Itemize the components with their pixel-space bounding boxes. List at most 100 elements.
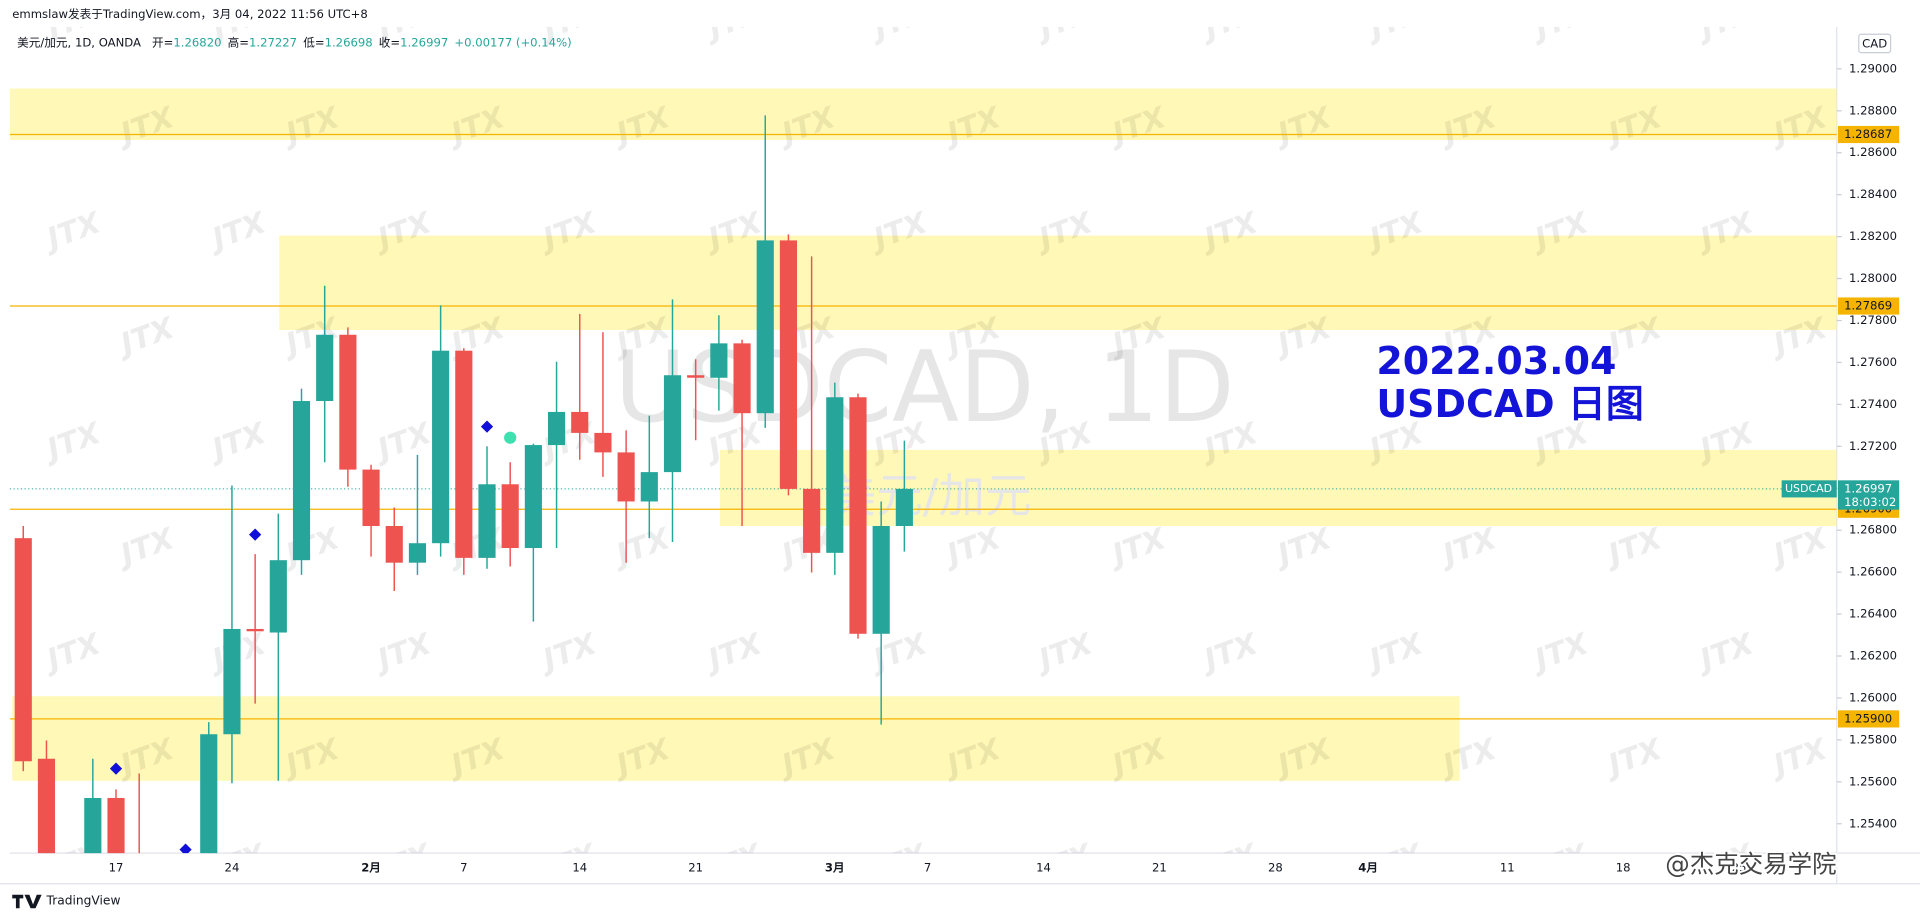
tv-logo — [12, 894, 42, 909]
y-tick-label: 1.29000 — [1849, 61, 1897, 75]
y-tick-label: 1.25800 — [1849, 732, 1897, 746]
candle-body — [710, 343, 728, 378]
candles — [14, 115, 913, 854]
zone — [12, 696, 1460, 781]
y-tick-label: 1.28800 — [1849, 103, 1897, 117]
candle-body — [432, 350, 450, 544]
diamond-marker — [109, 762, 123, 775]
level-label: 1.28687 — [1844, 127, 1892, 141]
currency-box[interactable] — [1858, 33, 1892, 54]
y-tick-label: 1.27400 — [1849, 397, 1897, 411]
candle-body — [37, 758, 56, 854]
y-tick-label: 1.28200 — [1849, 229, 1897, 243]
candle-body — [269, 560, 287, 633]
candle-body — [455, 350, 473, 558]
candle-body — [408, 543, 427, 563]
candle-body — [872, 526, 890, 634]
zone — [9, 88, 1837, 140]
candle-body — [826, 397, 844, 553]
x-tick-label: 11 — [1500, 860, 1515, 874]
legend-item: 1.26698 — [325, 35, 373, 49]
candle-body — [223, 628, 241, 735]
candle-body — [687, 375, 705, 378]
x-tick-label: 28 — [1268, 860, 1283, 874]
level-label-box — [1837, 710, 1900, 728]
candle-body — [246, 628, 264, 632]
y-tick-label: 1.26800 — [1849, 523, 1897, 537]
x-tick-label: 4月 — [1358, 860, 1378, 874]
y-tick-label: 1.26600 — [1849, 565, 1897, 579]
level-label: 1.27869 — [1844, 299, 1892, 313]
x-tick-label: 24 — [225, 860, 240, 874]
price-label: 1.26997 — [1844, 481, 1892, 495]
candle-body — [547, 411, 566, 446]
y-tick-label: 1.27800 — [1849, 313, 1897, 327]
candle-body — [84, 797, 102, 854]
x-tick-label: 7 — [924, 860, 931, 874]
candle-body — [385, 526, 403, 563]
candle-body — [895, 488, 913, 527]
y-tick-label: 1.26000 — [1849, 690, 1897, 704]
x-tick-label: 17 — [109, 860, 124, 874]
candle-body — [733, 343, 751, 414]
circle-marker — [504, 431, 517, 444]
legend-item: 开= — [152, 35, 173, 49]
header: emmslaw发表于TradingView.com，3月 04, 2022 11… — [12, 7, 368, 21]
axes: 1.25400 1.25600 1.25800 1.26000 1.26200 1.264… — [109, 61, 1900, 874]
x-tick-label: 21 — [688, 860, 703, 874]
candle-body — [756, 240, 774, 414]
y-tick-label: 1.25400 — [1849, 816, 1897, 830]
legend-item: 美元/加元, 1D, OANDA — [17, 35, 141, 49]
level-label-box — [1837, 125, 1900, 144]
candle-body — [640, 472, 658, 502]
countdown: 18:03:02 — [1844, 495, 1896, 509]
x-tick-label: 14 — [572, 860, 587, 874]
candle-body — [803, 488, 821, 553]
y-tick-label: 1.27600 — [1849, 355, 1897, 369]
candle-body — [200, 734, 218, 854]
legend-item: 1.26820 — [173, 35, 221, 49]
y-tick-label: 1.26400 — [1849, 607, 1897, 621]
candle-body — [617, 452, 635, 502]
candle-body — [594, 432, 612, 453]
candle-body — [663, 375, 682, 473]
y-tick-label: 1.26200 — [1849, 649, 1897, 663]
candle-body — [362, 469, 380, 527]
legend-item: +0.00177 (+0.14%) — [454, 35, 571, 49]
candle-body — [849, 397, 867, 634]
x-tick-label: 7 — [460, 860, 467, 874]
symbol-label: USDCAD — [1785, 482, 1832, 495]
x-tick-label: 14 — [1036, 860, 1051, 874]
price-box — [1837, 480, 1900, 510]
candle-body — [478, 484, 496, 558]
candle-body — [339, 334, 357, 470]
zone — [279, 235, 1837, 330]
annotation-title: USDCAD 日图 — [1376, 382, 1643, 426]
x-tick-label: 21 — [1152, 860, 1167, 874]
legend-item: 收= — [379, 35, 400, 49]
currency[interactable]: CAD — [1862, 37, 1887, 51]
candle-body — [107, 797, 125, 854]
candle-body — [501, 484, 519, 549]
diamond-marker — [179, 843, 192, 854]
levels — [9, 133, 1837, 720]
candle-body — [779, 240, 798, 489]
brand: TradingView — [46, 893, 121, 907]
symbol-box — [1781, 480, 1837, 498]
y-tick-label: 1.28400 — [1849, 187, 1897, 201]
y-tick-label: 1.25600 — [1849, 774, 1897, 788]
credit: @杰克交易学院 — [1665, 849, 1836, 878]
candle-body — [14, 538, 32, 762]
y-tick-label: 1.27200 — [1849, 439, 1897, 453]
x-tick-label: 2月 — [361, 860, 381, 874]
candle-body — [571, 411, 589, 433]
x-tick-label: 3月 — [825, 860, 845, 874]
y-tick-label: 1.28000 — [1849, 271, 1897, 285]
diamond-marker — [480, 420, 494, 433]
x-tick-label: 25 — [1732, 860, 1747, 874]
x-tick-label: 18 — [1616, 860, 1631, 874]
level-label-box — [1837, 297, 1900, 315]
candle-body — [316, 334, 334, 402]
